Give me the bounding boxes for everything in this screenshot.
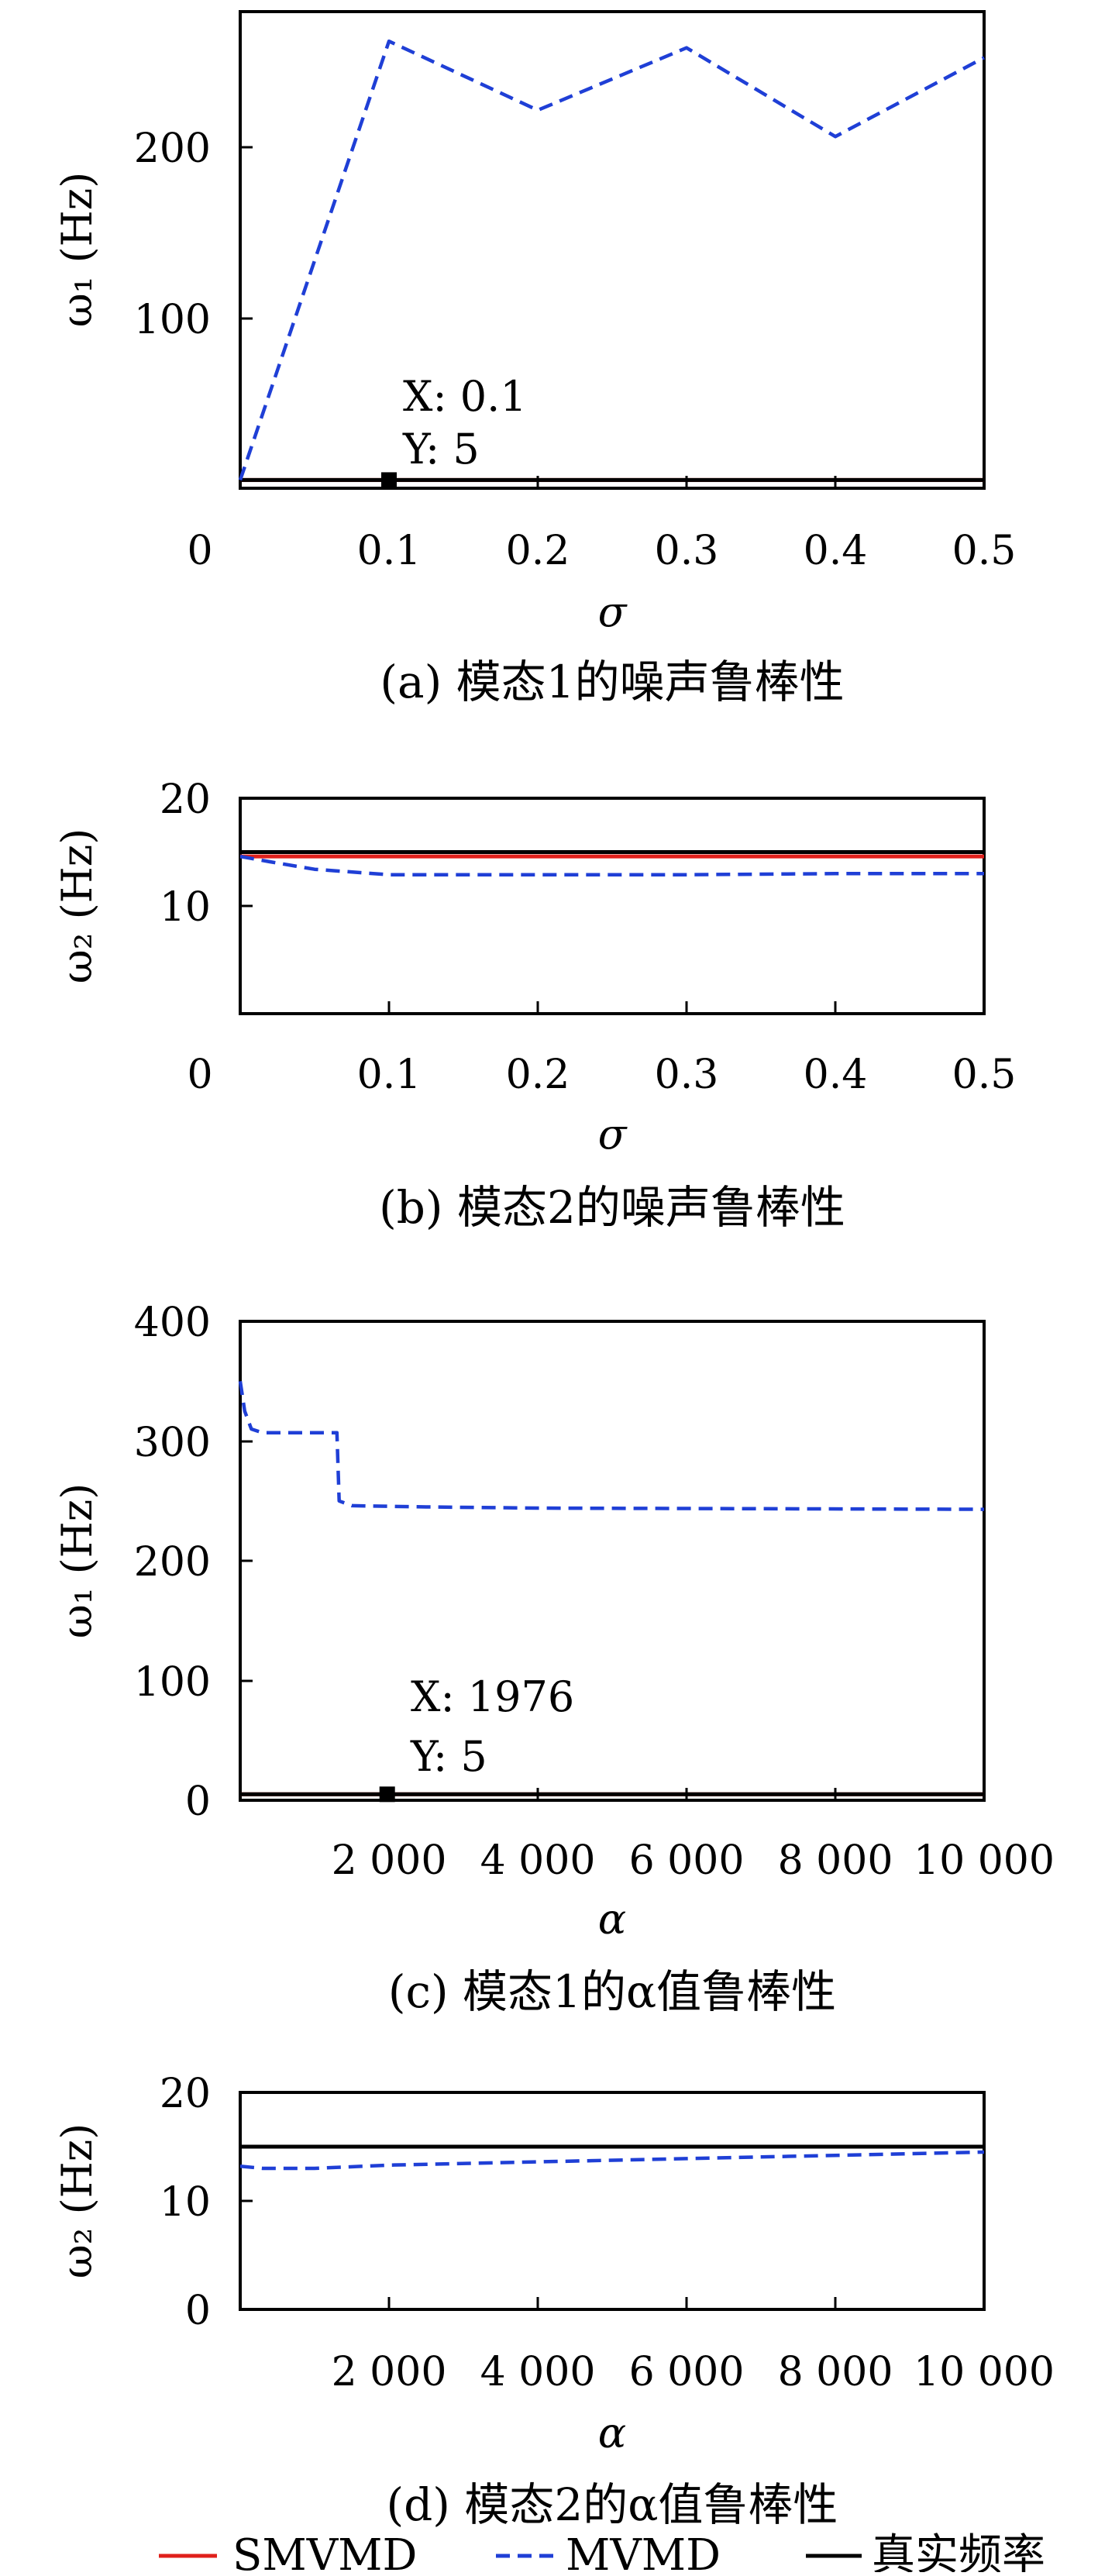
x-tick-label: 0.1 [357,528,422,574]
datatip-x: X: 1976 [411,1672,574,1721]
plot-c-marks [238,1380,985,1803]
datatip-x: X: 0.1 [403,372,527,421]
plot-d-marks [239,2144,985,2171]
x-tick-label: 4 000 [480,2349,596,2395]
panel-c: 400 300 200 100 0 2 000 4 000 6 000 8 00… [53,1300,1055,2018]
y-tick-label: 200 [134,1539,211,1586]
y-tick-label: 0 [185,2288,211,2334]
y-tick-label: 100 [134,297,211,343]
x-tick-label: 0 [187,528,212,574]
y-tick-label: 10 [160,884,211,931]
legend-label-true-frequency: 真实频率 [872,2530,1045,2572]
x-axis-label: α [598,1895,626,1944]
y-tick-label: 300 [134,1420,211,1466]
panel-d: 20 10 0 2 000 4 000 6 000 8 000 10 000 α… [53,2071,1055,2531]
x-tick-label: 0.2 [506,528,570,574]
panel-a: 200 100 0 0.1 0.2 0.3 0.4 0.5 σ ω₁ (Hz) … [53,10,1017,708]
x-tick-label: 0.2 [506,1052,570,1098]
x-tick-label: 8 000 [778,2349,893,2395]
x-tick-label: 8 000 [778,1837,893,1884]
x-tick-label: 0.1 [357,1052,422,1098]
y-tick-label: 10 [160,2179,211,2226]
x-tick-label: 4 000 [480,1837,596,1884]
x-tick-label: 0.5 [952,1052,1017,1098]
y-tick-label: 20 [160,777,211,823]
x-tick-label: 10 000 [914,1837,1055,1884]
y-axis-label: ω₁ (Hz) [53,172,102,328]
y-tick-label: 20 [160,2071,211,2117]
datatip-y: Y: 5 [402,425,480,474]
plot-b-marks [239,850,984,876]
y-tick-label: 100 [134,1659,211,1706]
x-tick-label: 0.4 [804,1052,868,1098]
x-tick-label: 0.5 [952,528,1017,574]
caption-c: (c) 模态1的α值鲁棒性 [388,1965,836,2018]
x-axis-label: σ [598,587,628,636]
x-axis-label: σ [598,1110,628,1159]
plot-frame [239,2091,986,2311]
plot-a-marks [238,39,986,488]
series-line-mvmd [238,39,986,481]
x-tick-label: 0.4 [804,528,868,574]
caption-a: (a) 模态1的噪声鲁棒性 [380,656,844,708]
y-tick-label: 0 [185,1779,211,1825]
x-tick-label: 0 [187,1052,212,1098]
legend: SMVMD MVMD 真实频率 [159,2530,1045,2576]
y-axis-label: ω₂ (Hz) [53,2123,102,2279]
caption-b: (b) 模态2的噪声鲁棒性 [379,1181,845,1234]
x-tick-label: 10 000 [914,2349,1055,2395]
legend-label-smvmd: SMVMD [232,2530,417,2572]
y-axis-label: ω₁ (Hz) [53,1483,102,1639]
datatip-y: Y: 5 [410,1732,487,1781]
caption-d: (d) 模态2的α值鲁棒性 [387,2478,838,2531]
y-tick-label: 400 [134,1300,211,1346]
x-axis-label: α [598,2409,626,2457]
x-tick-label: 2 000 [332,1837,447,1884]
plot-frame [239,1320,986,1802]
plot-frame [239,10,986,490]
x-tick-label: 0.3 [655,528,719,574]
x-tick-label: 0.3 [655,1052,719,1098]
y-axis-label: ω₂ (Hz) [53,828,102,984]
plot-frame [239,797,986,1015]
x-tick-label: 6 000 [629,1837,745,1884]
x-tick-label: 2 000 [332,2349,447,2395]
legend-label-mvmd: MVMD [566,2530,721,2572]
series-line-mvmd [239,2150,985,2171]
datatip-marker [379,1786,395,1803]
series-line-mvmd [238,1380,985,1511]
y-tick-label: 200 [134,126,211,172]
series-line-mvmd [239,854,984,876]
panel-b: 20 10 0 0.1 0.2 0.3 0.4 0.5 σ ω₂ (Hz) (b… [53,777,1016,1234]
x-tick-label: 6 000 [629,2349,745,2395]
